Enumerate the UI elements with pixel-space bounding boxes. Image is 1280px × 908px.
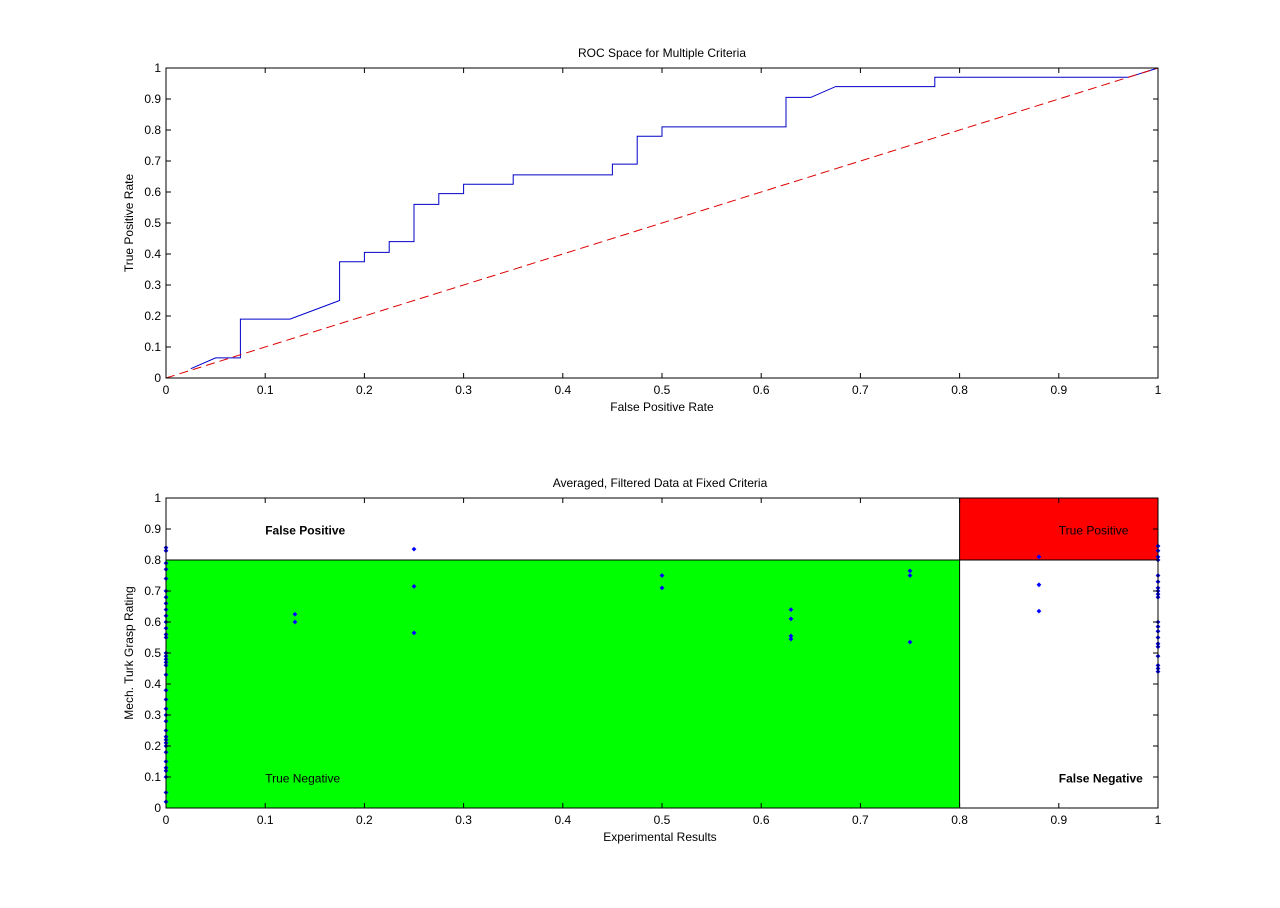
scatter-y-tick-label: 0.1 <box>144 770 161 784</box>
roc-x-tick-label: 0.1 <box>257 383 274 397</box>
roc-x-tick-label: 0.4 <box>554 383 571 397</box>
annotation-false-negative: False Negative <box>1059 772 1143 786</box>
scatter-y-tick-label: 0.5 <box>144 646 161 660</box>
scatter-title: Averaged, Filtered Data at Fixed Criteri… <box>553 476 768 490</box>
scatter-y-axis-label: Mech. Turk Grasp Rating <box>122 586 136 719</box>
roc-x-tick-label: 0.8 <box>951 383 968 397</box>
roc-x-tick-label: 0.2 <box>356 383 373 397</box>
scatter-point <box>788 607 794 612</box>
scatter-x-tick-label: 0.9 <box>1050 813 1067 827</box>
scatter-point <box>907 568 913 574</box>
roc-title: ROC Space for Multiple Criteria <box>578 46 746 60</box>
scatter-y-tick-label: 0.4 <box>144 677 161 691</box>
scatter-axes-box <box>165 497 1159 809</box>
annotation-false-positive: False Positive <box>265 524 345 538</box>
roc-x-tick-label: 0.3 <box>455 383 472 397</box>
scatter-x-tick-label: 0.1 <box>257 813 274 827</box>
scatter-x-tick-label: 0.7 <box>852 813 869 827</box>
roc-y-tick-label: 0.3 <box>144 278 161 292</box>
scatter-point <box>292 611 298 617</box>
scatter-y-tick-label: 0.2 <box>144 739 161 753</box>
scatter-x-tick-label: 0.3 <box>455 813 472 827</box>
roc-x-tick-label: 0.7 <box>852 383 869 397</box>
scatter-x-tick-label: 0.6 <box>753 813 770 827</box>
scatter-y-tick-label: 1 <box>154 491 161 505</box>
scatter-annotations-group: False Positive True Positive True Negative… <box>265 524 1143 786</box>
scatter-point <box>1036 582 1042 588</box>
scatter-x-tick-label: 0.4 <box>554 813 571 827</box>
scatter-y-tick-label: 0.6 <box>144 615 161 629</box>
roc-x-axis-label: False Positive Rate <box>610 400 714 414</box>
scatter-y-tick-label: 0 <box>154 801 161 815</box>
roc-ticks-group: 0 0.1 0.2 0.3 0.4 0.5 0.6 0.7 0.8 0.9 1 0 0.1 0.2 0.3 0… <box>144 61 1161 397</box>
scatter-regions-group <box>165 497 1159 809</box>
scatter-y-tick-label: 0.7 <box>144 584 161 598</box>
roc-y-tick-label: 0.8 <box>144 123 161 137</box>
scatter-point <box>788 636 794 642</box>
scatter-point <box>411 630 417 636</box>
roc-y-tick-label: 0.4 <box>144 247 161 261</box>
roc-x-tick-label: 0.9 <box>1050 383 1067 397</box>
scatter-x-tick-label: 0.8 <box>951 813 968 827</box>
roc-x-tick-label: 1 <box>1155 383 1162 397</box>
annotation-true-negative: True Negative <box>265 772 340 786</box>
scatter-point <box>659 585 665 591</box>
roc-y-tick-label: 0.2 <box>144 309 161 323</box>
scatter-ticks-group: 0 0.1 0.2 0.3 0.4 0.5 0.6 0.7 0.8 0.9 1 0 0.1 0.2 0.3 0… <box>144 491 1161 827</box>
region-true-positive <box>959 497 1159 561</box>
scatter-point <box>1036 608 1042 614</box>
scatter-point <box>788 616 794 622</box>
scatter-x-tick-label: 0 <box>163 813 170 827</box>
scatter-x-tick-label: 0.5 <box>654 813 671 827</box>
roc-series-group <box>165 67 1159 379</box>
roc-x-tick-label: 0.5 <box>654 383 671 397</box>
scatter-x-tick-label: 1 <box>1155 813 1162 827</box>
scatter-y-tick-label: 0.3 <box>144 708 161 722</box>
roc-y-tick-label: 0.9 <box>144 92 161 106</box>
annotation-true-positive: True Positive <box>1059 524 1129 538</box>
roc-y-tick-label: 0.6 <box>144 185 161 199</box>
scatter-point <box>659 573 665 578</box>
roc-y-tick-label: 0.1 <box>144 340 161 354</box>
scatter-point <box>788 633 794 639</box>
region-true-negative <box>165 559 961 809</box>
scatter-point <box>907 639 913 645</box>
scatter-point <box>292 619 298 625</box>
scatter-axes: False Positive True Positive True Negative… <box>122 476 1162 844</box>
roc-axes: ROC Space for Multiple Criteria False Po… <box>122 46 1162 414</box>
scatter-x-axis-label: Experimental Results <box>603 830 716 844</box>
roc-x-tick-label: 0.6 <box>753 383 770 397</box>
roc-diagonal-line <box>165 67 1159 379</box>
roc-curve-line <box>190 67 1159 370</box>
roc-x-tick-label: 0 <box>163 383 170 397</box>
roc-axes-box <box>165 67 1159 379</box>
roc-y-tick-label: 0.7 <box>144 154 161 168</box>
roc-y-axis-label: True Positive Rate <box>122 174 136 273</box>
scatter-x-tick-label: 0.2 <box>356 813 373 827</box>
scatter-y-tick-label: 0.8 <box>144 553 161 567</box>
scatter-point <box>411 546 417 552</box>
scatter-y-tick-label: 0.9 <box>144 522 161 536</box>
scatter-point <box>907 573 913 578</box>
scatter-point <box>1036 554 1042 560</box>
scatter-point <box>411 583 417 589</box>
roc-y-tick-label: 0.5 <box>144 216 161 230</box>
roc-y-tick-label: 0 <box>154 371 161 385</box>
roc-y-tick-label: 1 <box>154 61 161 75</box>
